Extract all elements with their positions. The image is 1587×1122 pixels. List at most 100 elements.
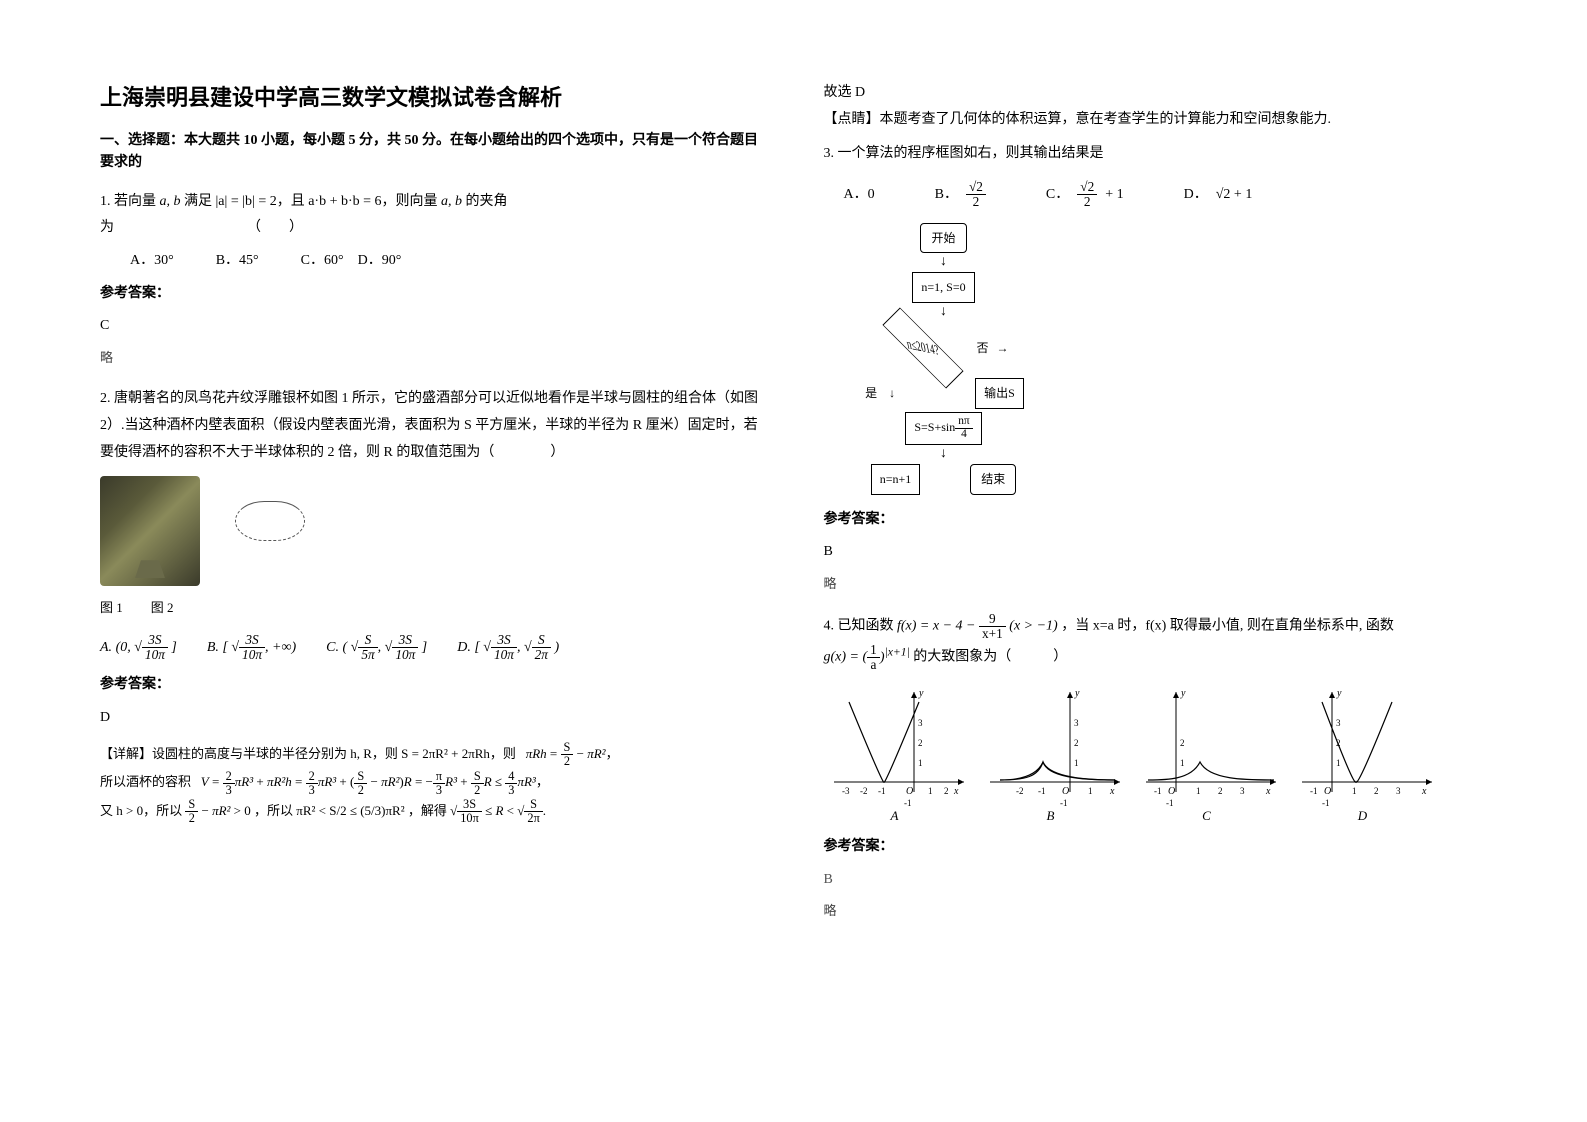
- svg-text:O: O: [1168, 786, 1175, 797]
- cup-diagram-bowl: [235, 501, 305, 541]
- q1-note: 略: [100, 346, 764, 371]
- left-column: 上海崇明县建设中学高三数学文模拟试卷含解析 一、选择题：本大题共 10 小题，每…: [100, 80, 764, 1082]
- q4-pre: 4. 已知函数: [824, 619, 898, 634]
- flow-step: S=S+sinnπ4: [905, 412, 981, 445]
- flow-out: 输出S: [975, 378, 1024, 409]
- caption-2: 图 2: [151, 600, 174, 615]
- q2-sol-intro: 【详解】设圆柱的高度与半球的半径分别为 h, R，则 S = 2πR² + 2π…: [100, 740, 764, 769]
- q3-choice-a: A．0: [844, 180, 875, 209]
- q2-choice-c: C. ( √S5π, √3S10π ]: [326, 631, 427, 665]
- svg-text:2: 2: [944, 786, 949, 796]
- flowchart: 开始 ↓ n=1, S=0 ↓ n≤2014? 否 → 是 ↓ 输出S S=S+…: [844, 223, 1044, 495]
- flow-init: n=1, S=0: [912, 272, 974, 303]
- q2-sol-vol-label: 所以酒杯的容积: [100, 774, 191, 789]
- svg-text:1: 1: [1074, 758, 1079, 768]
- q2d-label: D.: [457, 640, 471, 655]
- q2-text: 2. 唐朝著名的凤鸟花卉纹浮雕银杯如图 1 所示，它的盛酒部分可以近似地看作是半…: [100, 386, 764, 466]
- q3d-val: √2 + 1: [1216, 182, 1253, 207]
- svg-text:-1: -1: [1038, 786, 1046, 796]
- q3-answer-label: 参考答案：: [824, 507, 1488, 534]
- svg-text:y: y: [1074, 688, 1080, 699]
- graph-c: x y O -1123 12 -1 C: [1136, 682, 1278, 812]
- svg-text:1: 1: [1088, 786, 1093, 796]
- flow-cond-row: n≤2014? 否 →: [878, 321, 1008, 375]
- q3-choice-b: B． √22: [935, 180, 986, 209]
- svg-text:x: x: [1109, 786, 1115, 797]
- svg-text:y: y: [918, 688, 924, 699]
- graph-d: x y O -1123 123 -1 D: [1292, 682, 1434, 812]
- q3-note: 略: [824, 572, 1488, 597]
- svg-text:x: x: [953, 786, 959, 797]
- svg-text:2: 2: [918, 738, 923, 748]
- svg-text:2: 2: [1374, 786, 1379, 796]
- q4-answer: B: [824, 867, 1488, 894]
- q2b-label: B.: [207, 640, 219, 655]
- q2-choice-a: A. (0, √3S10π ]: [100, 631, 177, 665]
- svg-text:1: 1: [1352, 786, 1357, 796]
- svg-text:O: O: [1062, 786, 1069, 797]
- flow-start: 开始: [920, 223, 966, 254]
- svg-text:1: 1: [1196, 786, 1201, 796]
- q3c-num: √2: [1077, 180, 1097, 195]
- svg-text:1: 1: [1180, 758, 1185, 768]
- q2-solution: 【详解】设圆柱的高度与半球的半径分别为 h, R，则 S = 2πR² + 2π…: [100, 740, 764, 826]
- q1-mid1: 满足 |a| = |b| = 2，且 a·b + b·b = 6，则向量: [184, 194, 441, 209]
- captions: 图 1 图 2: [100, 596, 764, 623]
- q2-choice-b: B. [ √3S10π, +∞): [207, 631, 296, 665]
- flow-arrow-icon: ↓: [940, 448, 947, 461]
- q2-sol-cond-label: 又 h > 0，所以: [100, 803, 182, 818]
- flow-yes: 是: [865, 382, 877, 405]
- q2-point: 【点睛】本题考查了几何体的体积运算，意在考查学生的计算能力和空间想象能力.: [824, 107, 1488, 134]
- flow-arrow-icon: →: [997, 337, 1009, 360]
- q4-line1: 4. 已知函数 f(x) = x − 4 − 9x+1 (x > −1) ，当 …: [824, 612, 1488, 641]
- q3b-den: 2: [966, 195, 986, 209]
- doc-title: 上海崇明县建设中学高三数学文模拟试卷含解析: [100, 80, 764, 112]
- flow-arrow-icon: ↓: [889, 382, 895, 405]
- flow-inc: n=n+1: [871, 464, 921, 495]
- svg-text:y: y: [1180, 688, 1186, 699]
- svg-text:-1: -1: [904, 798, 912, 808]
- q2-answer-label: 参考答案：: [100, 672, 764, 699]
- svg-text:-1: -1: [1060, 798, 1068, 808]
- q4-answer-label: 参考答案：: [824, 834, 1488, 861]
- graph-b: x y O -2-11 123 -1 B: [980, 682, 1122, 812]
- svg-text:2: 2: [1180, 738, 1185, 748]
- svg-text:-1: -1: [878, 786, 886, 796]
- svg-text:-1: -1: [1322, 798, 1330, 808]
- q3c-den: 2: [1077, 195, 1097, 209]
- q2-choice-d: D. [ √3S10π, √S2π ): [457, 631, 559, 665]
- question-4: 4. 已知函数 f(x) = x − 4 − 9x+1 (x > −1) ，当 …: [824, 612, 1488, 930]
- svg-text:y: y: [1336, 688, 1342, 699]
- svg-text:-1: -1: [1310, 786, 1318, 796]
- cup-diagram: [220, 491, 320, 571]
- svg-text:x: x: [1265, 786, 1271, 797]
- q1-vectors: a, b: [160, 194, 181, 209]
- svg-text:1: 1: [918, 758, 923, 768]
- q3b-label: B．: [935, 182, 958, 207]
- graph-d-label: D: [1358, 804, 1367, 829]
- q3b-num: √2: [966, 180, 986, 195]
- q4-line2: g(x) = (1a)|x+1| 的大致图象为（ ）: [824, 641, 1488, 672]
- q2c-label: C.: [326, 640, 339, 655]
- right-column: 故选 D 【点睛】本题考查了几何体的体积运算，意在考查学生的计算能力和空间想象能…: [824, 80, 1488, 1082]
- q2-sol-intro-text: 【详解】设圆柱的高度与半球的半径分别为 h, R，则 S = 2πR² + 2π…: [100, 746, 516, 761]
- image-1-wrap: [100, 476, 200, 586]
- q2-sol-cond2: ，所以 πR² < S/2 ≤ (5/3)πR²: [254, 803, 405, 818]
- q2-images: [100, 476, 764, 586]
- q2-sol-cond: 又 h > 0，所以 S2 − πR² > 0 ，所以 πR² < S/2 ≤ …: [100, 797, 764, 826]
- q4-note: 略: [824, 899, 1488, 924]
- svg-text:3: 3: [1240, 786, 1245, 796]
- q3c-plus: + 1: [1105, 182, 1123, 207]
- caption-1: 图 1: [100, 600, 123, 615]
- q4-mid: ，当 x=a 时，f(x) 取得最小值, 则在直角坐标系中, 函数: [1061, 619, 1394, 634]
- q3c-label: C．: [1046, 182, 1069, 207]
- svg-text:3: 3: [1396, 786, 1401, 796]
- q2-answer: D: [100, 705, 764, 732]
- svg-text:O: O: [906, 786, 913, 797]
- svg-text:2: 2: [1218, 786, 1223, 796]
- flow-inc-row: n=n+1 结束: [871, 464, 1017, 495]
- svg-text:1: 1: [928, 786, 933, 796]
- q1-choices: A．30° B．45° C．60° D．90°: [130, 248, 764, 275]
- graph-a-label: A: [891, 804, 899, 829]
- q2-conclusion: 故选 D: [824, 80, 1488, 107]
